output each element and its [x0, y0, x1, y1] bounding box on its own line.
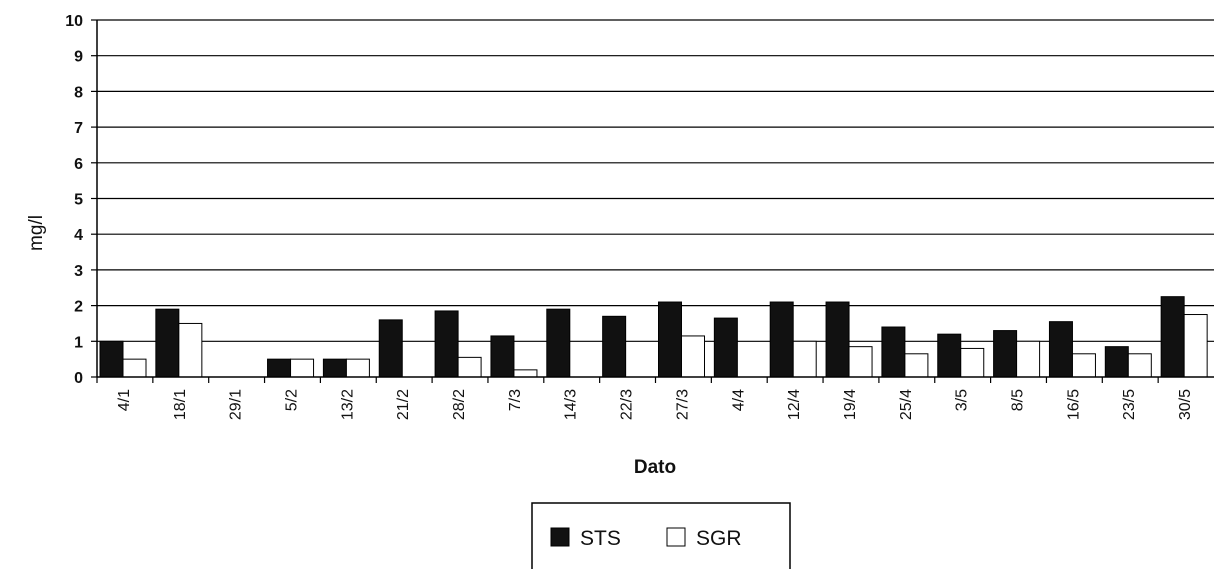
x-tick-label: 5/2 — [283, 389, 300, 411]
bar-sgr — [122, 358, 147, 378]
bar-sts — [490, 335, 515, 378]
x-tick-label: 4/1 — [116, 389, 133, 411]
bar-sgr — [513, 369, 538, 378]
bar-sgr — [792, 340, 817, 378]
y-tick-label: 1 — [74, 334, 83, 351]
y-tick-label: 10 — [65, 13, 83, 30]
bar-sgr — [1071, 353, 1096, 378]
bar-sgr — [848, 346, 873, 378]
y-tick-label: 2 — [74, 299, 83, 316]
bar-sts — [155, 308, 180, 378]
bar-sts — [1048, 321, 1073, 378]
y-tick-label: 6 — [74, 156, 83, 173]
bar-sts — [713, 317, 738, 378]
x-tick-label: 22/3 — [619, 389, 636, 420]
gridlines — [97, 19, 1214, 342]
x-tick-label: 12/4 — [786, 389, 803, 420]
y-tick-label: 9 — [74, 49, 83, 66]
x-axis-ticks: 4/1 18/1 29/1 5/2 13/2 21/2 28/2 7/3 14/3 22/3 27/… — [96, 377, 1194, 420]
x-tick-label: 27/3 — [674, 389, 691, 420]
y-tick-label: 8 — [74, 84, 83, 101]
x-tick-label: 21/2 — [395, 389, 412, 420]
y-tick-label: 5 — [74, 192, 83, 209]
x-tick-label: 7/3 — [507, 389, 524, 411]
y-tick-label: 3 — [74, 263, 83, 280]
bar-sts — [993, 330, 1018, 378]
bar-sts — [658, 301, 682, 378]
x-tick-label: 19/4 — [842, 389, 859, 420]
bar-sts — [546, 308, 571, 378]
legend-swatch-sgr — [666, 527, 686, 547]
bar-sts — [378, 319, 403, 378]
y-tick-label: 0 — [74, 370, 83, 387]
x-tick-label: 16/5 — [1065, 389, 1082, 420]
bar-sts — [769, 301, 794, 378]
bar-sts — [937, 333, 962, 378]
x-tick-label: 30/5 — [1177, 389, 1194, 420]
bar-sts — [602, 315, 627, 378]
legend-label-sgr: SGR — [696, 527, 742, 550]
legend: STS SGR — [531, 502, 791, 569]
y-axis-ticks: 0 1 2 3 4 5 6 7 8 9 10 — [65, 13, 97, 387]
bar-sts — [434, 310, 459, 378]
x-tick-label: 3/5 — [954, 389, 971, 411]
bar-sgr — [290, 358, 315, 378]
x-tick-label: 4/4 — [730, 389, 747, 411]
legend-box — [531, 502, 791, 569]
x-tick-label: 23/5 — [1121, 389, 1138, 420]
bar-sgr — [960, 347, 985, 378]
bar-sts — [881, 326, 906, 378]
x-tick-label: 29/1 — [228, 389, 245, 420]
bars — [99, 296, 1208, 378]
y-tick-label: 4 — [74, 227, 83, 244]
bar-sgr — [345, 358, 370, 378]
x-tick-label: 8/5 — [1010, 389, 1027, 411]
legend-label-sts: STS — [580, 527, 621, 550]
bar-sts — [825, 301, 850, 378]
y-axis-title: mg/l — [26, 215, 47, 251]
x-tick-label: 18/1 — [172, 389, 189, 420]
bar-sgr — [1016, 340, 1041, 378]
bar-sgr — [1127, 353, 1152, 378]
x-tick-label: 14/3 — [563, 389, 580, 420]
bar-sgr — [178, 322, 203, 378]
bar-sgr — [681, 335, 705, 378]
bar-sgr — [457, 356, 482, 378]
bar-sts — [99, 340, 124, 378]
x-tick-label: 25/4 — [898, 389, 915, 420]
bar-sts — [267, 358, 292, 378]
bar-sts — [322, 358, 347, 378]
legend-swatch-sts — [550, 527, 570, 547]
bar-sgr — [1183, 314, 1208, 378]
y-tick-label: 7 — [74, 120, 83, 137]
bar-sgr — [904, 353, 929, 378]
x-tick-label: 28/2 — [451, 389, 468, 420]
bar-sts — [1160, 296, 1185, 378]
x-axis-title: Dato — [634, 457, 676, 478]
x-tick-label: 13/2 — [339, 389, 356, 420]
bar-sts — [1104, 346, 1129, 378]
